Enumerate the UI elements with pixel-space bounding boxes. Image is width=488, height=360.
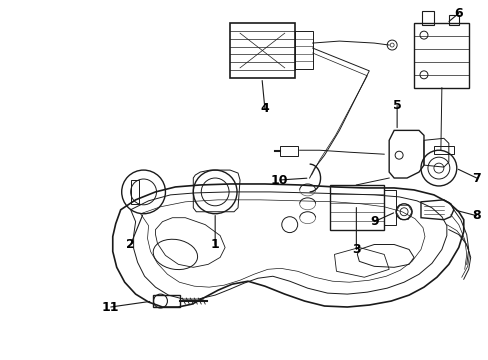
Text: 5: 5 [392,99,401,112]
Bar [448,15,458,25]
Bar [384,190,395,225]
Bar [421,11,433,25]
Text: 4: 4 [260,102,269,115]
Bar [294,31,312,69]
Bar [433,146,453,154]
Bar [230,23,294,78]
Bar [329,185,384,230]
Text: 6: 6 [453,7,462,20]
Text: 7: 7 [471,171,480,185]
Bar [279,146,297,156]
Text: 3: 3 [351,243,360,256]
Text: 8: 8 [471,209,480,222]
Bar [152,295,180,307]
Bar [413,23,468,88]
Text: 1: 1 [210,238,219,251]
Text: 9: 9 [369,215,378,228]
Text: 2: 2 [126,238,135,251]
Bar [130,180,138,204]
Text: 11: 11 [102,301,119,314]
Text: 10: 10 [270,174,288,186]
